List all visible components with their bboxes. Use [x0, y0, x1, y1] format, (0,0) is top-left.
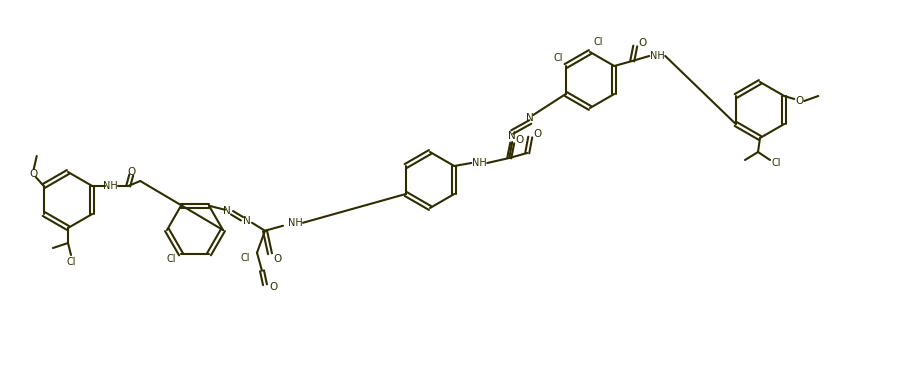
Text: N: N: [243, 216, 251, 226]
Text: NH: NH: [650, 51, 665, 61]
Text: N: N: [508, 131, 516, 141]
Text: Cl: Cl: [593, 37, 602, 47]
Text: NH: NH: [472, 158, 487, 168]
Text: O: O: [533, 129, 542, 139]
Text: O: O: [274, 254, 282, 264]
Text: NH: NH: [103, 181, 118, 191]
Text: O: O: [516, 135, 524, 145]
Text: N: N: [223, 206, 231, 216]
Text: Cl: Cl: [771, 158, 781, 168]
Text: O: O: [30, 169, 38, 179]
Text: Cl: Cl: [166, 254, 176, 264]
Text: O: O: [795, 96, 804, 106]
Text: N: N: [526, 113, 535, 123]
Text: Cl: Cl: [66, 257, 76, 267]
Text: Cl: Cl: [240, 253, 250, 263]
Text: O: O: [638, 38, 646, 48]
Text: O: O: [127, 167, 135, 177]
Text: NH: NH: [287, 218, 303, 228]
Text: Cl: Cl: [553, 53, 563, 63]
Text: O: O: [270, 282, 278, 292]
